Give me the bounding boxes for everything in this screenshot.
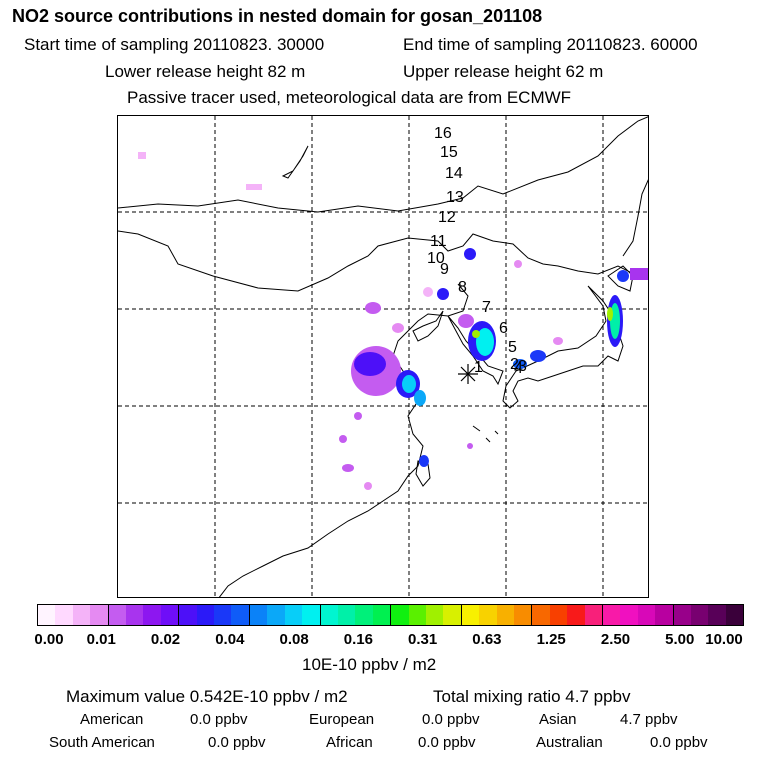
trajectory-labels: 16 15 14 13 12 11 10 9 8 7 6 5 4 3 2 1	[427, 125, 527, 377]
colorbar-units: 10E-10 ppbv / m2	[302, 655, 437, 674]
colorbar-swatch	[461, 605, 480, 625]
end-time-label: End time of sampling 20110823. 60000	[403, 35, 698, 54]
concentration-field	[138, 152, 648, 490]
region-value-australian: 0.0 ppbv	[650, 734, 708, 751]
colorbar-swatch	[72, 605, 91, 625]
colorbar-swatch	[691, 605, 709, 625]
colorbar-tick-label: 0.00	[34, 631, 64, 648]
colorbar-swatch	[425, 605, 444, 625]
colorbar-swatch	[214, 605, 232, 625]
lower-release-label: Lower release height 82 m	[105, 62, 306, 81]
region-name-south-american: South American	[49, 734, 155, 751]
traj-label-9: 9	[440, 261, 449, 278]
traj-label-16: 16	[434, 125, 452, 142]
colorbar-tick-label: 1.25	[536, 631, 566, 648]
colorbar-swatch	[372, 605, 392, 625]
traj-label-2: 2	[510, 356, 519, 373]
traj-label-6: 6	[499, 320, 508, 337]
traj-label-4: 4	[514, 360, 523, 377]
colorbar-tick-label: 0.08	[279, 631, 309, 648]
colorbar-tick-label: 10.00	[705, 631, 743, 648]
colorbar-swatch	[532, 605, 550, 625]
colorbar-tick-label: 0.31	[408, 631, 438, 648]
colorbar-swatch	[443, 605, 462, 625]
colorbar-swatch	[126, 605, 144, 625]
colorbar-swatch	[655, 605, 674, 625]
colorbar-swatch	[584, 605, 603, 625]
tracer-note: Passive tracer used, meteorological data…	[127, 88, 572, 107]
colorbar-swatch	[603, 605, 621, 625]
upper-release-label: Upper release height 62 m	[403, 62, 604, 81]
colorbar-swatch	[196, 605, 215, 625]
colorbar-swatch	[637, 605, 656, 625]
colorbar-swatch	[55, 605, 73, 625]
traj-label-12: 12	[438, 209, 456, 226]
region-value-asian: 4.7 ppbv	[620, 711, 678, 728]
colorbar-tick-label: 2.50	[600, 631, 631, 648]
region-name-australian: Australian	[536, 734, 603, 751]
region-value-american: 0.0 ppbv	[190, 711, 248, 728]
region-name-european: European	[309, 711, 375, 728]
traj-label-7: 7	[482, 299, 491, 316]
traj-label-8: 8	[458, 279, 467, 296]
colorbar-swatch	[108, 605, 127, 625]
colorbar-tick-label: 0.02	[150, 631, 181, 648]
colorbar-swatch	[496, 605, 514, 625]
colorbar-swatch	[160, 605, 180, 625]
region-name-american: American	[80, 711, 144, 728]
region-value-south-american: 0.0 ppbv	[208, 734, 266, 751]
traj-label-15: 15	[440, 144, 458, 161]
traj-label-10: 10	[427, 250, 445, 267]
traj-label-11: 11	[430, 233, 447, 250]
colorbar-swatch	[179, 605, 197, 625]
traj-label-1: 1	[474, 359, 483, 376]
region-value-european: 0.0 ppbv	[422, 711, 480, 728]
colorbar-swatch	[408, 605, 426, 625]
graticule	[118, 116, 648, 597]
colorbar-tick-label: 0.04	[215, 631, 245, 648]
total-mixing-label: Total mixing ratio 4.7 ppbv	[433, 687, 631, 706]
traj-label-3: 3	[518, 358, 527, 375]
colorbar-swatch	[567, 605, 585, 625]
colorbar-swatch	[249, 605, 268, 625]
colorbar-tick-label: 5.00	[665, 631, 695, 648]
colorbar-swatch	[302, 605, 321, 625]
traj-label-14: 14	[445, 165, 463, 182]
colorbar-tick-label: 0.16	[343, 631, 373, 648]
traj-label-13: 13	[446, 189, 464, 206]
colorbar-swatch	[337, 605, 356, 625]
region-value-african: 0.0 ppbv	[418, 734, 476, 751]
traj-label-5: 5	[508, 339, 517, 356]
max-value-label: Maximum value 0.542E-10 ppbv / m2	[66, 687, 348, 706]
colorbar-swatch	[38, 605, 56, 625]
colorbar-swatch	[267, 605, 285, 625]
map-canvas: 16 15 14 13 12 11 10 9 8 7 6 5 4 3 2 1	[118, 116, 648, 597]
colorbar-swatch	[549, 605, 568, 625]
colorbar-tick-label: 0.01	[86, 631, 116, 648]
colorbar-swatch	[708, 605, 726, 625]
coastlines	[118, 116, 648, 597]
plot-title: NO2 source contributions in nested domai…	[12, 6, 543, 26]
colorbar-tick-label: 0.63	[472, 631, 502, 648]
colorbar-swatch	[620, 605, 638, 625]
region-name-asian: Asian	[539, 711, 577, 728]
map-panel: 16 15 14 13 12 11 10 9 8 7 6 5 4 3 2 1	[117, 115, 649, 598]
colorbar-swatch	[391, 605, 409, 625]
colorbar-swatch	[355, 605, 373, 625]
colorbar-swatch	[513, 605, 533, 625]
start-time-label: Start time of sampling 20110823. 30000	[24, 35, 325, 54]
colorbar-swatch	[320, 605, 338, 625]
colorbar-swatch	[90, 605, 109, 625]
colorbar-swatch	[725, 605, 744, 625]
colorbar-swatch	[479, 605, 497, 625]
colorbar-swatch	[231, 605, 250, 625]
colorbar-swatch	[143, 605, 161, 625]
colorbar-swatch	[284, 605, 303, 625]
colorbar-swatch	[673, 605, 692, 625]
colorbar	[37, 604, 744, 626]
region-name-african: African	[326, 734, 373, 751]
receptor-star-marker	[458, 364, 478, 384]
